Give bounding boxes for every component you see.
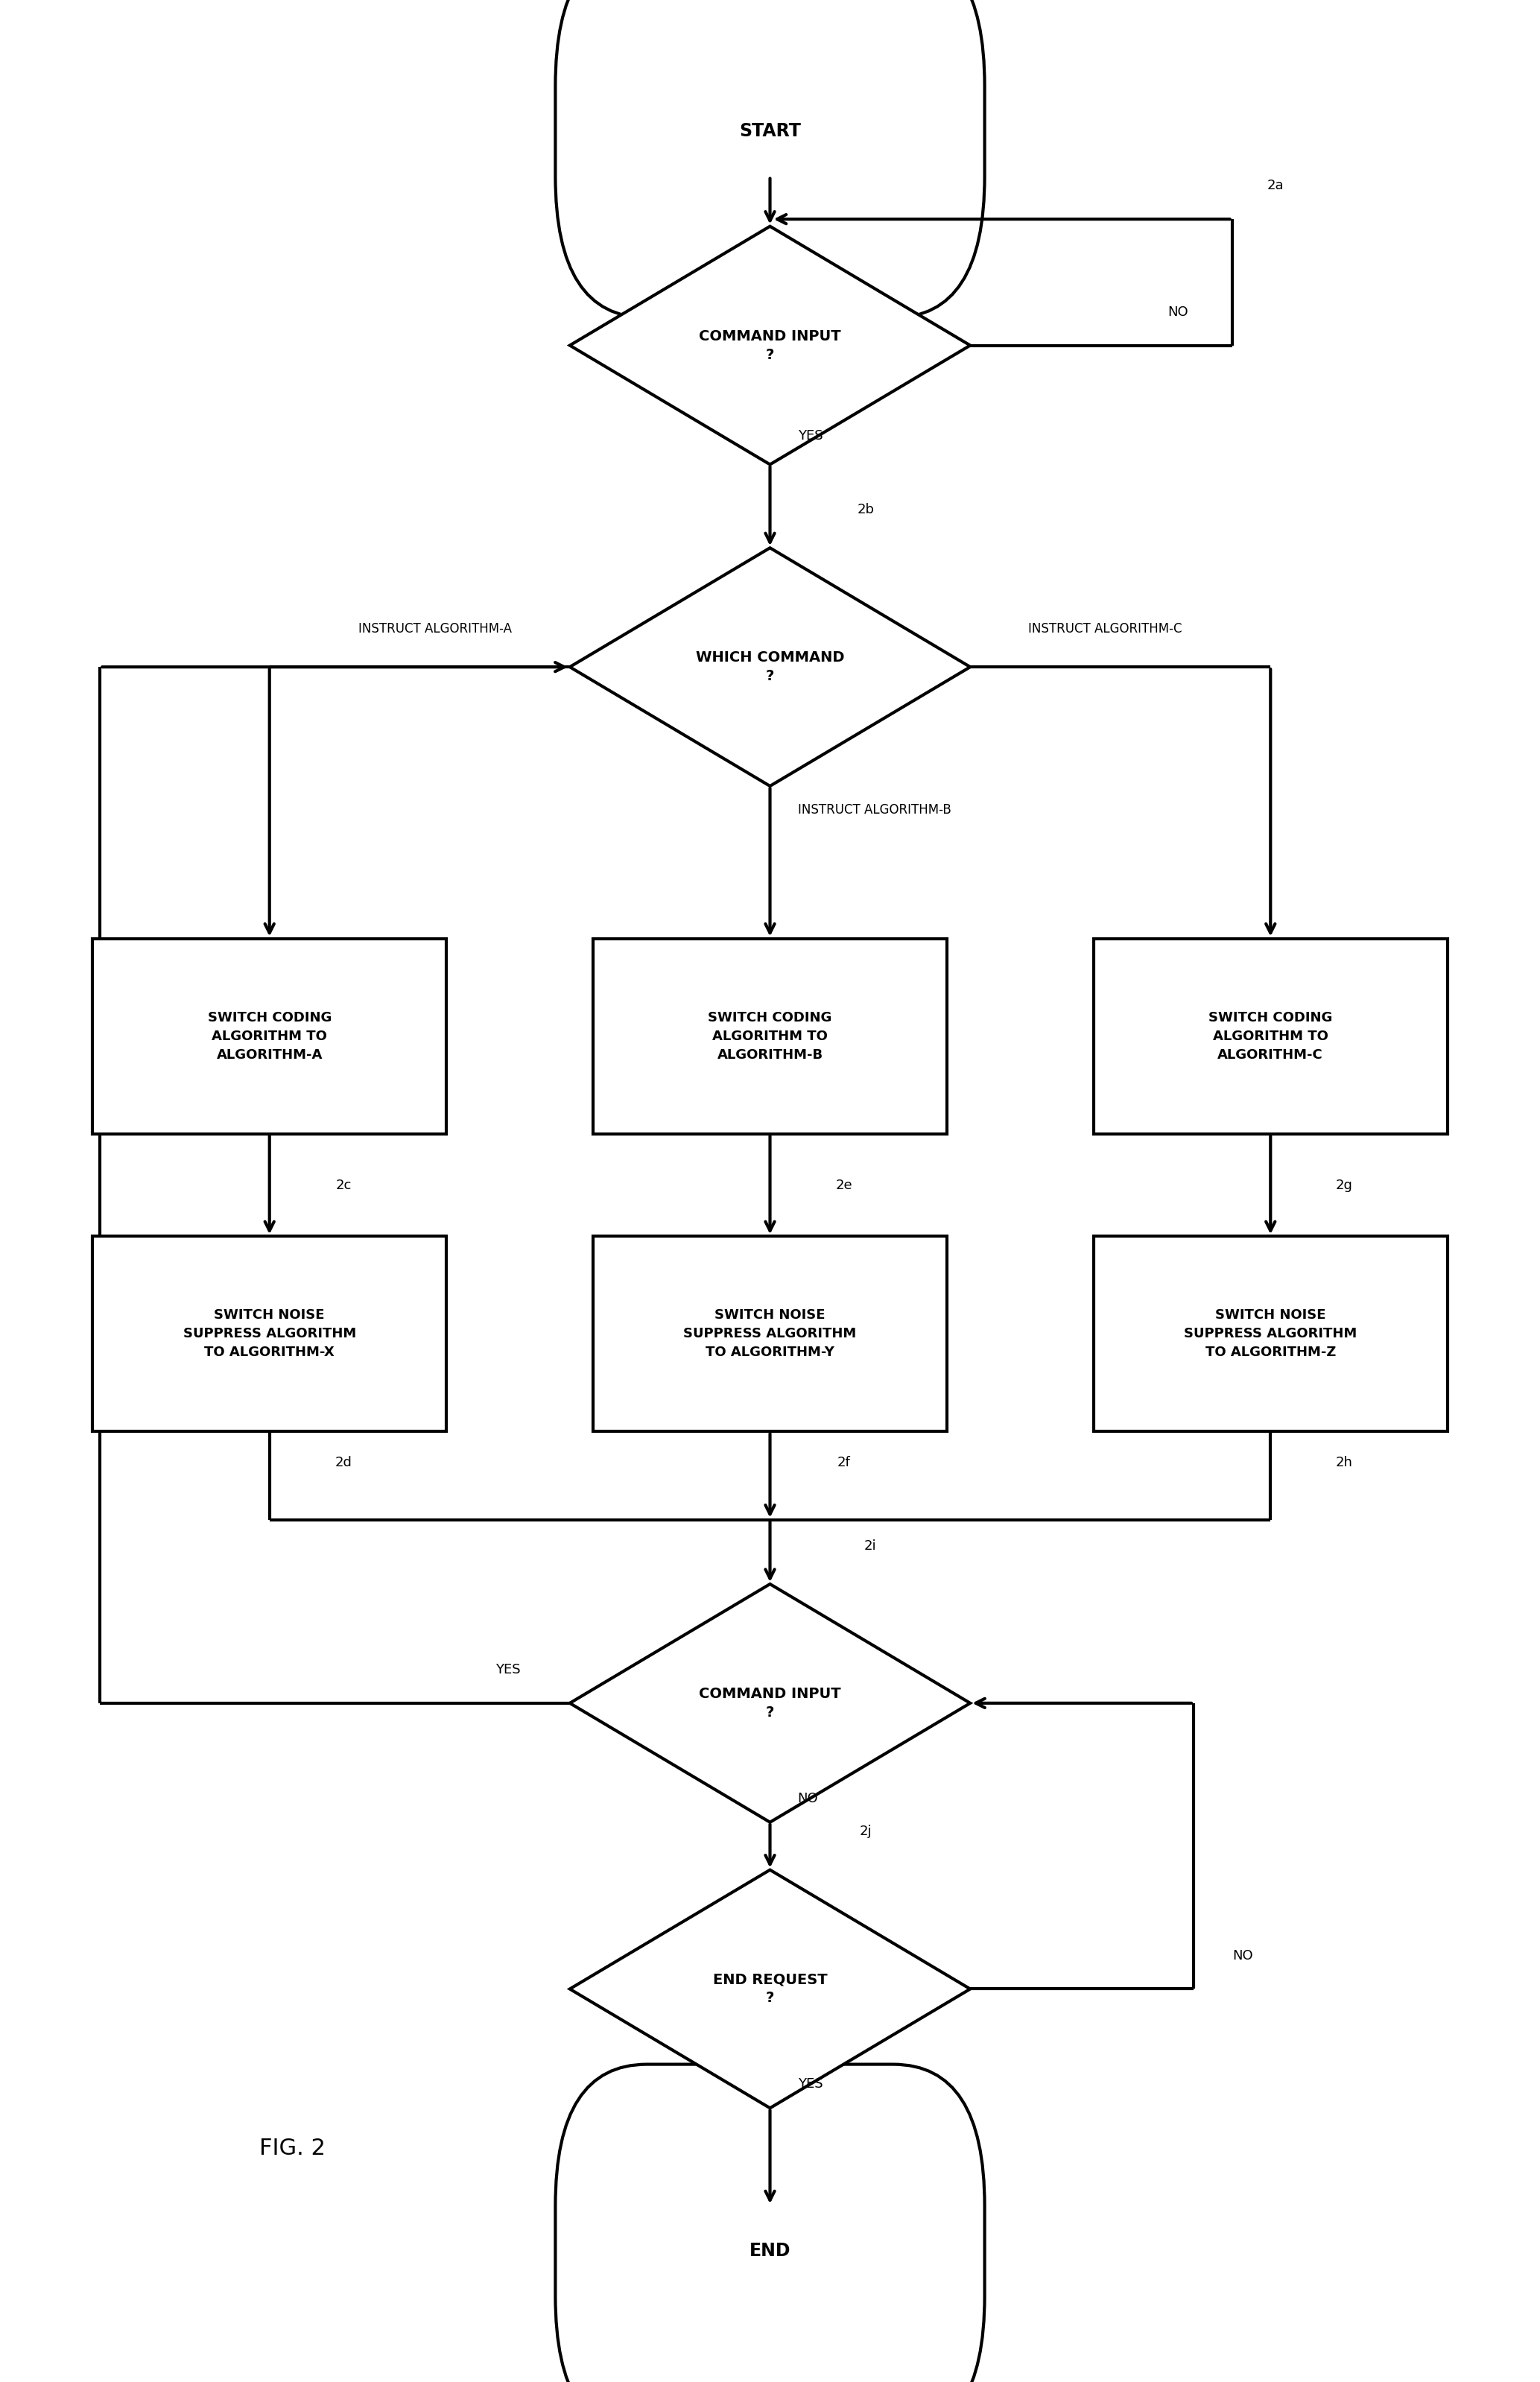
Bar <box>1093 939 1448 1134</box>
Bar <box>593 939 947 1134</box>
Text: SWITCH CODING
ALGORITHM TO
ALGORITHM-C: SWITCH CODING ALGORITHM TO ALGORITHM-C <box>1209 1010 1332 1062</box>
Polygon shape <box>570 1870 970 2108</box>
Text: SWITCH CODING
ALGORITHM TO
ALGORITHM-B: SWITCH CODING ALGORITHM TO ALGORITHM-B <box>708 1010 832 1062</box>
Polygon shape <box>570 226 970 464</box>
Text: WHICH COMMAND
?: WHICH COMMAND ? <box>696 650 844 684</box>
Text: NO: NO <box>1232 1948 1254 1963</box>
Text: FIG. 2: FIG. 2 <box>260 2137 325 2160</box>
Text: 2h: 2h <box>1335 1455 1354 1470</box>
Text: SWITCH NOISE
SUPPRESS ALGORITHM
TO ALGORITHM-Z: SWITCH NOISE SUPPRESS ALGORITHM TO ALGOR… <box>1184 1308 1357 1360</box>
Text: SWITCH NOISE
SUPPRESS ALGORITHM
TO ALGORITHM-X: SWITCH NOISE SUPPRESS ALGORITHM TO ALGOR… <box>183 1308 356 1360</box>
Text: END: END <box>750 2241 790 2261</box>
Text: YES: YES <box>496 1663 521 1677</box>
Polygon shape <box>570 548 970 786</box>
Text: 2g: 2g <box>1335 1179 1354 1191</box>
Text: 2c: 2c <box>336 1179 351 1191</box>
Text: YES: YES <box>798 429 822 443</box>
Text: 2i: 2i <box>864 1539 876 1553</box>
FancyBboxPatch shape <box>556 0 984 317</box>
Bar <box>92 939 447 1134</box>
Text: INSTRUCT ALGORITHM-B: INSTRUCT ALGORITHM-B <box>798 803 952 817</box>
Text: SWITCH CODING
ALGORITHM TO
ALGORITHM-A: SWITCH CODING ALGORITHM TO ALGORITHM-A <box>208 1010 331 1062</box>
FancyBboxPatch shape <box>556 2065 984 2382</box>
Text: INSTRUCT ALGORITHM-C: INSTRUCT ALGORITHM-C <box>1029 622 1181 636</box>
Text: 2a: 2a <box>1267 179 1283 193</box>
Bar <box>593 1236 947 1432</box>
Text: END REQUEST
?: END REQUEST ? <box>713 1972 827 2006</box>
Text: 2d: 2d <box>334 1455 353 1470</box>
Text: SWITCH NOISE
SUPPRESS ALGORITHM
TO ALGORITHM-Y: SWITCH NOISE SUPPRESS ALGORITHM TO ALGOR… <box>684 1308 856 1360</box>
Text: COMMAND INPUT
?: COMMAND INPUT ? <box>699 329 841 362</box>
Bar <box>1093 1236 1448 1432</box>
Text: START: START <box>739 121 801 141</box>
Text: INSTRUCT ALGORITHM-A: INSTRUCT ALGORITHM-A <box>359 622 511 636</box>
Text: 2j: 2j <box>859 1825 872 1839</box>
Text: COMMAND INPUT
?: COMMAND INPUT ? <box>699 1686 841 1720</box>
Text: 2b: 2b <box>856 503 875 517</box>
Bar <box>92 1236 447 1432</box>
Text: YES: YES <box>798 2077 822 2091</box>
Text: 2e: 2e <box>836 1179 852 1191</box>
Polygon shape <box>570 1584 970 1822</box>
Text: NO: NO <box>1167 305 1189 319</box>
Text: NO: NO <box>798 1791 818 1806</box>
Text: 2f: 2f <box>838 1455 850 1470</box>
